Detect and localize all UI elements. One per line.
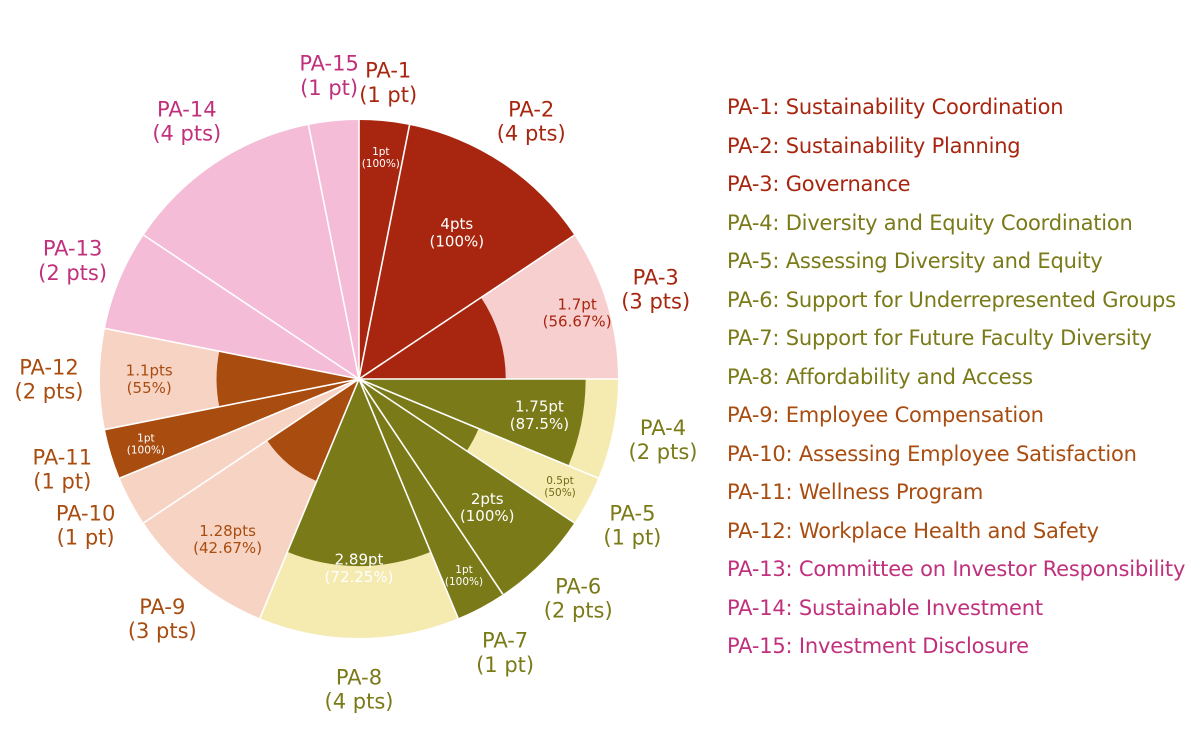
divider-pa-12 — [104, 378, 360, 431]
divider-pa-2 — [358, 124, 411, 380]
outer-label-pa-8: PA-8 (4 pts) — [325, 665, 394, 713]
outer-label-pa-15: PA-15 (1 pt) — [299, 52, 359, 100]
legend-item: PA-12: Workplace Health and Safety — [727, 518, 1099, 543]
divider-pa-8 — [358, 378, 459, 619]
outer-label-pa-2: PA-2 (4 pts) — [497, 98, 566, 146]
slice-pa-14-possible — [143, 124, 359, 379]
slice-pa-12-earned — [216, 351, 359, 407]
value-label-pa-9: 1.28pts (42.67%) — [193, 522, 262, 557]
value-label-pa-12: 1.1pts (55%) — [126, 362, 173, 397]
legend-item: PA-6: Support for Underrepresented Group… — [727, 287, 1176, 312]
value-label-pa-8: 2.89pt (72.25%) — [325, 551, 394, 586]
divider-pa-10 — [143, 378, 360, 524]
outer-label-pa-5: PA-5 (1 pt) — [603, 501, 661, 549]
value-label-pa-6: 2pts (100%) — [460, 490, 515, 525]
slice-pa-11-earned — [104, 379, 359, 479]
slice-pa-5-earned — [359, 379, 479, 451]
value-label-pa-4: 1.75pt (87.5%) — [510, 398, 569, 433]
slice-pa-13-possible — [104, 235, 359, 379]
divider-pa-6 — [358, 378, 575, 524]
legend-item: PA-13: Committee on Investor Responsibil… — [727, 557, 1186, 581]
slices — [100, 120, 618, 638]
legend-item: PA-3: Governance — [727, 172, 911, 196]
legend-item: PA-1: Sustainability Coordination — [727, 95, 1064, 119]
outer-label-pa-9: PA-9 (3 pts) — [128, 595, 197, 643]
slice-pa-7-earned — [359, 379, 503, 619]
divider-pa-5 — [358, 378, 599, 479]
legend-item: PA-2: Sustainability Planning — [727, 133, 1021, 158]
slice-dividers — [104, 120, 618, 619]
legend-item: PA-14: Sustainable Investment — [727, 595, 1043, 620]
divider-pa-14 — [143, 234, 360, 380]
value-label-pa-1: 1pt (100%) — [362, 146, 400, 170]
outer-label-pa-7: PA-7 (1 pt) — [476, 629, 534, 677]
outer-label-pa-13: PA-13 (2 pts) — [38, 237, 107, 285]
slice-pa-2-earned — [359, 124, 575, 379]
legend-item: PA-9: Employee Compensation — [727, 403, 1044, 427]
slice-pa-4-earned — [359, 379, 586, 466]
pie-chart: 1pt (100%) PA-1 (1 pt) 4pts (100%) PA-2 (4 pts)… — [15, 52, 698, 714]
slice-pa-9-earned — [267, 379, 359, 482]
slice-pa-3-earned — [359, 297, 506, 379]
value-label-pa-2: 4pts (100%) — [430, 215, 485, 250]
outer-label-pa-3: PA-3 (3 pts) — [621, 265, 690, 313]
value-label-pa-3: 1.7pt (56.67%) — [543, 296, 612, 331]
outer-label-pa-14: PA-14 (4 pts) — [152, 98, 221, 146]
value-label-pa-5: 0.5pt (50%) — [544, 475, 576, 499]
value-label-pa-11: 1pt (100%) — [127, 432, 165, 456]
divider-pa-7 — [358, 378, 504, 595]
legend: PA-1: Sustainability Coordination PA-2: S… — [727, 88, 1185, 666]
legend-item: PA-11: Wellness Program — [727, 480, 984, 504]
divider-pa-11 — [119, 378, 360, 479]
legend-item: PA-5: Assessing Diversity and Equity — [727, 249, 1103, 273]
slice-pa-8-earned — [287, 379, 431, 567]
divider-pa-3 — [358, 234, 575, 380]
legend-item: PA-4: Diversity and Equity Coordination — [727, 210, 1133, 235]
outer-label-pa-10: PA-10 (1 pt) — [56, 501, 116, 549]
divider-pa-13 — [104, 327, 360, 380]
outer-label-pa-4: PA-4 (2 pts) — [629, 416, 698, 464]
outer-label-pa-1: PA-1 (1 pt) — [359, 59, 417, 107]
labels: 1pt (100%) PA-1 (1 pt) 4pts (100%) PA-2 (4 pts)… — [15, 52, 698, 714]
legend-item: PA-7: Support for Future Faculty Diversi… — [727, 326, 1152, 350]
outer-label-pa-6: PA-6 (2 pts) — [544, 575, 613, 623]
outer-label-pa-11: PA-11 (1 pt) — [33, 445, 93, 493]
legend-item: PA-15: Investment Disclosure — [727, 634, 1029, 658]
slice-pa-10-possible — [119, 379, 359, 523]
divider-pa-15 — [307, 124, 360, 380]
outer-label-pa-12: PA-12 (2 pts) — [15, 355, 84, 403]
slice-pa-6-earned — [359, 379, 575, 595]
legend-item: PA-10: Assessing Employee Satisfaction — [727, 441, 1137, 466]
legend-item: PA-8: Affordability and Access — [727, 364, 1033, 389]
divider-pa-9 — [259, 378, 360, 619]
value-label-pa-7: 1pt (100%) — [445, 564, 483, 588]
